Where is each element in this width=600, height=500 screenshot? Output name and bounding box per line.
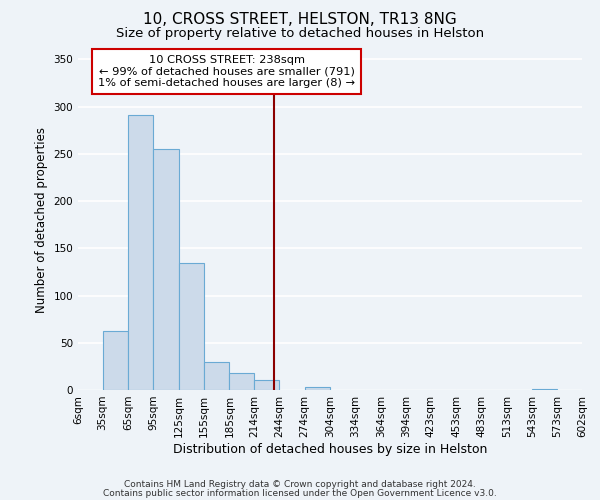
Text: Contains public sector information licensed under the Open Government Licence v3: Contains public sector information licen… bbox=[103, 488, 497, 498]
X-axis label: Distribution of detached houses by size in Helston: Distribution of detached houses by size … bbox=[173, 442, 487, 456]
Y-axis label: Number of detached properties: Number of detached properties bbox=[35, 127, 48, 313]
Bar bbox=[103, 332, 128, 390]
Bar bbox=[532, 389, 557, 390]
Bar bbox=[179, 262, 204, 390]
Bar bbox=[229, 373, 254, 390]
Bar bbox=[305, 387, 330, 390]
Bar bbox=[128, 115, 153, 390]
Bar bbox=[254, 380, 279, 390]
Bar bbox=[204, 362, 229, 390]
Text: 10 CROSS STREET: 238sqm
← 99% of detached houses are smaller (791)
1% of semi-de: 10 CROSS STREET: 238sqm ← 99% of detache… bbox=[98, 55, 355, 88]
Text: Size of property relative to detached houses in Helston: Size of property relative to detached ho… bbox=[116, 28, 484, 40]
Bar bbox=[153, 149, 179, 390]
Text: Contains HM Land Registry data © Crown copyright and database right 2024.: Contains HM Land Registry data © Crown c… bbox=[124, 480, 476, 489]
Text: 10, CROSS STREET, HELSTON, TR13 8NG: 10, CROSS STREET, HELSTON, TR13 8NG bbox=[143, 12, 457, 28]
